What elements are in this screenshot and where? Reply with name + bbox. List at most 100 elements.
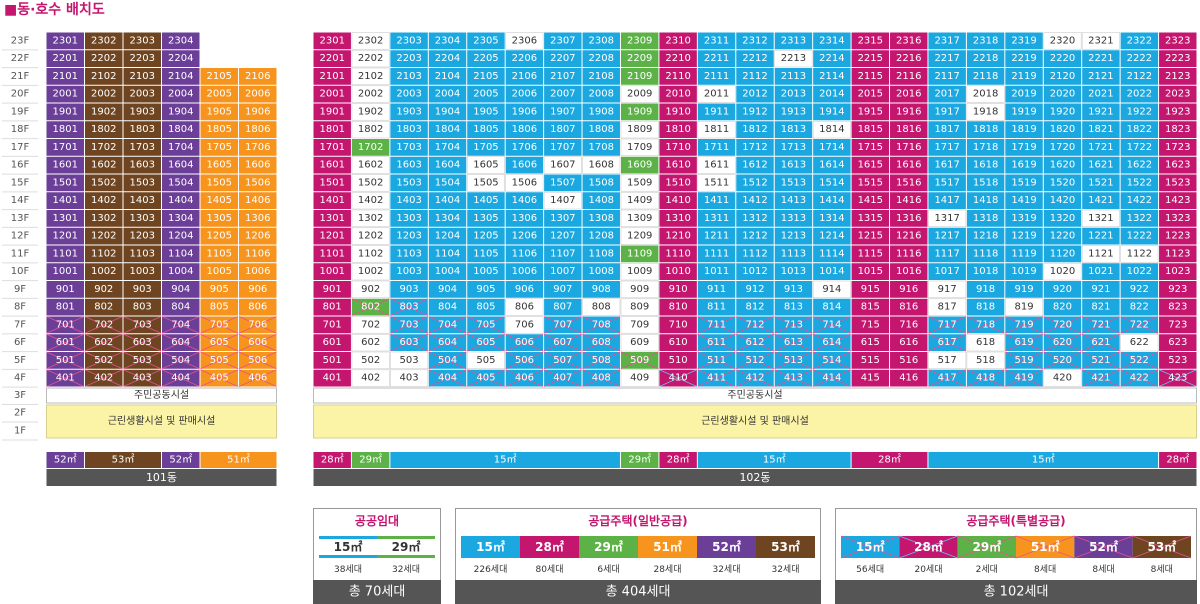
unit-number: 905: [210, 284, 229, 295]
unit-cell: [851, 245, 890, 263]
unit-number: 1218: [973, 231, 998, 242]
unit-cell: [620, 227, 659, 245]
unit-number: 1718: [973, 142, 998, 153]
unit-number: 406: [515, 373, 534, 384]
unit-number: 1105: [207, 248, 232, 259]
unit-cell: [46, 50, 84, 67]
unit-number: 703: [133, 319, 152, 330]
unit-cell: [505, 121, 544, 138]
unit-number: 1705: [473, 142, 498, 153]
unit-number: 1821: [1088, 124, 1113, 135]
unit-number: 1317: [934, 213, 959, 224]
unit-number: 804: [171, 302, 190, 313]
unit-number: 2320: [1050, 35, 1075, 46]
unit-number: 1004: [168, 266, 193, 277]
unit-number: 2108: [589, 71, 614, 82]
unit-number: 823: [1168, 302, 1187, 313]
unit-number: 1820: [1050, 124, 1075, 135]
unit-cell: [1082, 103, 1120, 121]
unit-number: 1401: [319, 195, 344, 206]
cross-line: [84, 351, 123, 370]
unit-number: 1106: [512, 248, 537, 259]
unit-number: 1318: [973, 213, 998, 224]
unit-number: 1222: [1127, 231, 1152, 242]
unit-cell: [200, 121, 238, 138]
unit-cell: [544, 263, 582, 280]
unit-number: 2204: [435, 53, 460, 64]
building-name: 101동: [146, 471, 177, 484]
unit-cell: [774, 227, 813, 245]
floor-label: 11F: [11, 248, 30, 259]
unit-cell: [390, 281, 428, 298]
cross-line: [543, 316, 582, 334]
unit-cell: [890, 210, 928, 227]
unit-cell: [813, 245, 851, 263]
unit-number: 1017: [934, 266, 959, 277]
floor-label: 21F: [11, 71, 30, 82]
unit-cell: [467, 281, 505, 298]
unit-number: 1717: [934, 142, 959, 153]
unit-number: 1205: [207, 231, 232, 242]
legend-count: 20세대: [914, 564, 942, 575]
unit-number: 702: [361, 319, 380, 330]
unit-number: 2017: [934, 89, 959, 100]
unit-cell: [1159, 156, 1197, 174]
unit-number: 722: [1130, 319, 1149, 330]
unit-number: 1419: [1011, 195, 1036, 206]
unit-number: 1021: [1088, 266, 1113, 277]
unit-number: 612: [745, 337, 764, 348]
cross-line: [543, 351, 582, 370]
unit-number: 1904: [435, 106, 460, 117]
unit-cell: [200, 192, 238, 209]
unit-cell: [582, 174, 620, 192]
unit-cell: [890, 121, 928, 138]
unit-number: 706: [515, 319, 534, 330]
unit-cell: [46, 263, 84, 280]
unit-number: 810: [669, 302, 688, 313]
unit-cell: [390, 174, 428, 192]
unit-number: 421: [1091, 373, 1110, 384]
unit-cell: [1082, 174, 1120, 192]
unit-number: 1304: [435, 213, 460, 224]
unit-cell: [928, 263, 966, 280]
cross-line: [428, 369, 467, 387]
unit-number: 704: [171, 319, 190, 330]
unit-number: 506: [515, 355, 534, 366]
unit-number: 720: [1053, 319, 1072, 330]
unit-number: 2211: [704, 53, 729, 64]
unit-cell: [1043, 121, 1082, 138]
unit-cell: [85, 174, 123, 192]
unit-cell: [928, 50, 966, 67]
cross-line: [1043, 316, 1082, 334]
unit-cell: [1120, 121, 1159, 138]
unit-number: 808: [592, 302, 611, 313]
unit-cell: [1159, 85, 1197, 103]
unit-number: 703: [400, 319, 419, 330]
unit-number: 1504: [435, 177, 460, 188]
unit-number: 807: [553, 302, 572, 313]
unit-cell: [162, 156, 200, 174]
unit-number: 2010: [665, 89, 690, 100]
unit-number: 904: [171, 284, 190, 295]
cross-line: [697, 369, 736, 387]
area-segment: [697, 452, 851, 468]
unit-number: 1703: [130, 142, 155, 153]
unit-cell: [313, 32, 351, 50]
cross-line: [928, 316, 967, 334]
unit-number: 605: [210, 337, 229, 348]
unit-number: 405: [210, 373, 229, 384]
unit-number: 411: [707, 373, 726, 384]
unit-number: 713: [784, 319, 803, 330]
legend-label: 52㎡: [712, 539, 741, 554]
cross-line: [659, 369, 698, 387]
community-facility: [313, 387, 1197, 404]
unit-number: 1811: [704, 124, 729, 135]
unit-cell: [582, 245, 620, 263]
unit-cell: [505, 68, 544, 85]
unit-cell: [659, 263, 697, 280]
unit-cell: [1159, 32, 1197, 50]
area-segment: [200, 452, 277, 468]
unit-number: 1002: [91, 266, 116, 277]
cross-line: [736, 369, 774, 387]
legend-count: 38세대: [334, 564, 362, 575]
